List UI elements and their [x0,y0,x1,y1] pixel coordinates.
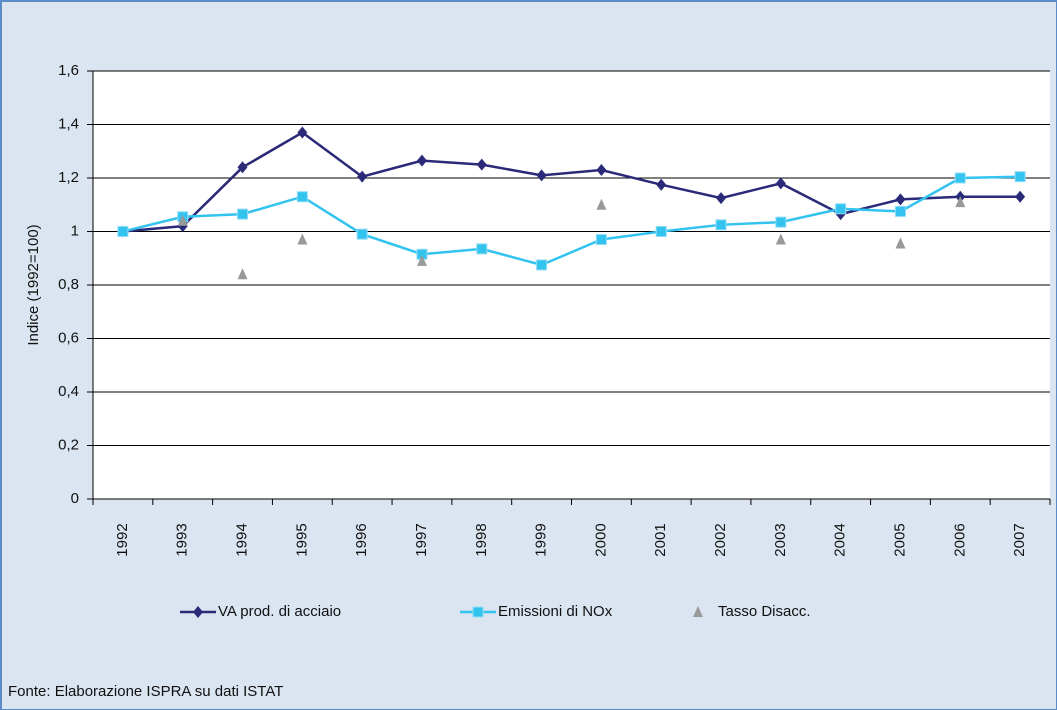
point [894,205,906,217]
point [835,203,847,215]
point [595,234,607,246]
point [237,208,249,220]
x-tick-label: 2001 [652,523,669,556]
legend-marker [193,606,203,618]
point [296,191,308,203]
x-tick-label: 1995 [293,523,310,556]
y-tick-label: 0,6 [58,329,79,346]
point [356,228,368,240]
x-tick-label: 2002 [712,523,729,556]
series-line [122,175,1021,267]
point [117,226,129,237]
x-tick-label: 2004 [832,523,849,556]
x-tick-label: 1998 [473,523,490,556]
x-tick-label: 1997 [413,523,430,556]
point [476,243,488,255]
legend-label: Tasso Disacc. [718,603,811,620]
y-axis-label: Indice (1992=100) [25,224,42,345]
point [536,259,548,271]
x-tick-label: 1996 [353,523,370,556]
series-line [122,131,1021,233]
point [297,126,308,139]
x-tick-label: 2000 [592,523,609,556]
y-tick-label: 0,8 [58,276,79,293]
x-tick-label: 2007 [1011,523,1028,556]
y-tick-label: 1,2 [58,169,79,186]
point [895,193,906,206]
y-tick-label: 1 [71,222,79,239]
x-tick-label: 2006 [951,523,968,556]
x-tick-label: 1992 [114,523,131,556]
point [955,196,966,208]
y-tick-label: 1,4 [58,115,79,132]
x-tick-label: 1993 [174,523,191,556]
x-tick-label: 1994 [234,523,251,556]
point [1015,190,1026,203]
point [715,219,727,231]
legend-marker [693,606,703,617]
y-tick-label: 0,4 [58,383,79,400]
point [237,268,248,280]
x-tick-label: 2003 [772,523,789,556]
legend-label: VA prod. di acciaio [218,603,341,620]
point [297,233,308,245]
legend-marker [472,606,484,618]
point [416,254,427,266]
point [716,192,727,205]
point [357,170,368,183]
x-tick-label: 1999 [533,523,550,556]
point [596,198,607,210]
point [656,178,667,191]
point [416,154,427,167]
y-tick-label: 1,6 [58,62,79,79]
point [177,214,188,226]
point [237,161,248,174]
point [655,226,667,237]
point [536,169,547,182]
point [476,158,487,171]
point [775,216,787,228]
source-note: Fonte: Elaborazione ISPRA su dati ISTAT [8,683,283,700]
point [895,237,906,249]
point [596,163,607,176]
legend-label: Emissioni di NOx [498,603,613,620]
x-tick-label: 2005 [891,523,908,556]
point [1014,171,1026,183]
point [954,172,966,184]
point [775,177,786,190]
y-tick-label: 0,2 [58,436,79,453]
point [775,233,786,245]
y-tick-label: 0 [71,490,79,507]
